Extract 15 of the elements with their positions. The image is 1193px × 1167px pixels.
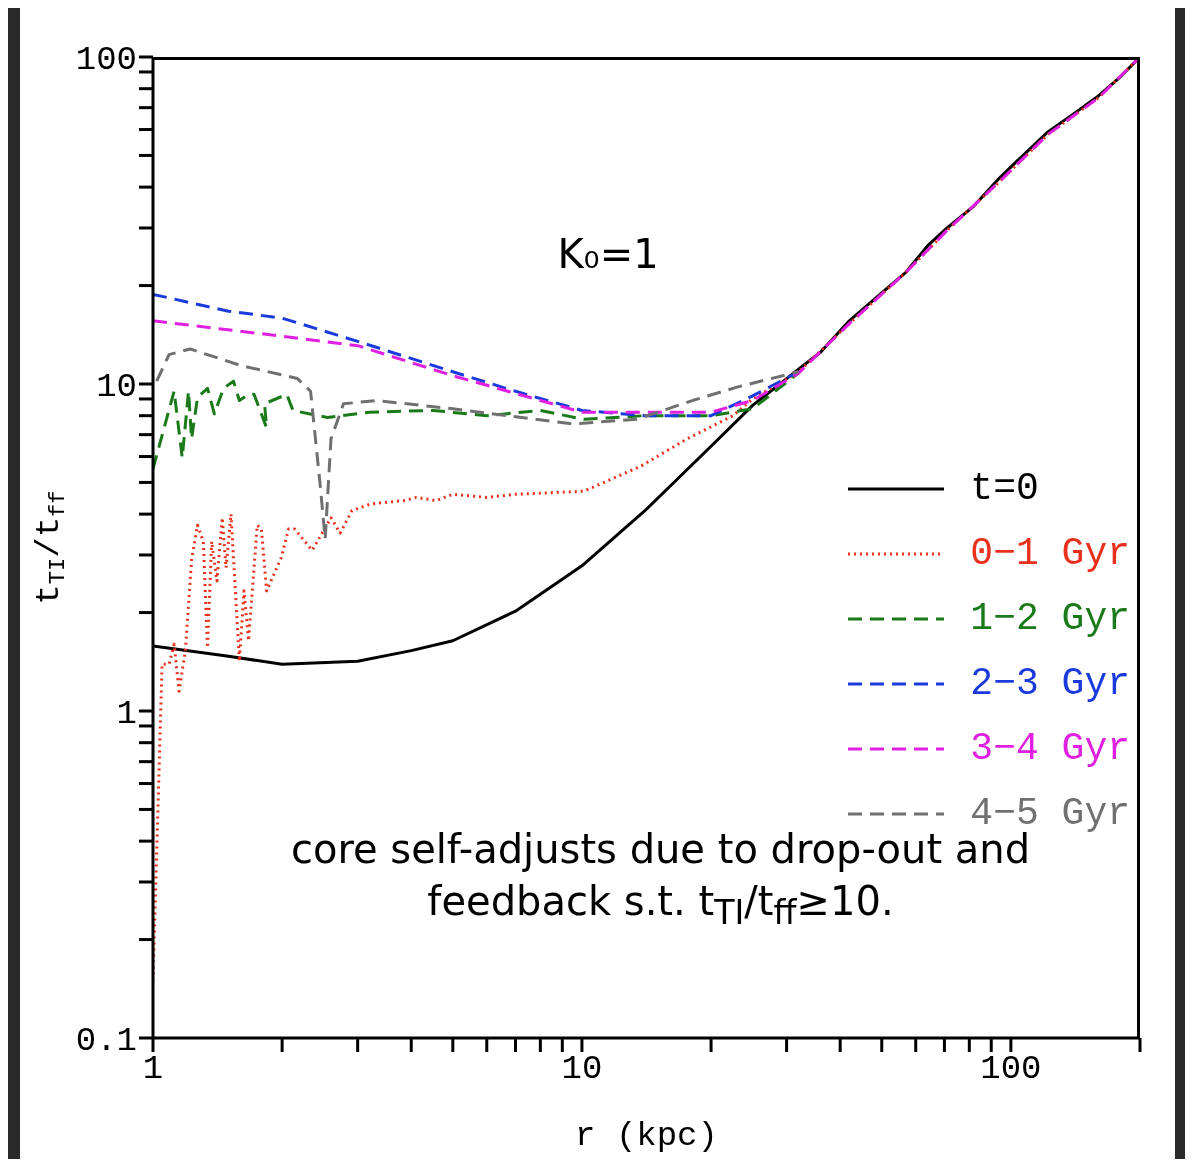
annotation: K₀=1 [557,231,659,277]
legend-label: 1−2 Gyr [970,597,1130,640]
y-tick-label: 10 [96,368,137,407]
annotation: core self-adjusts due to drop-out and feedback s.t. t$_{TI}$/t$_{ff}$≥10. [289,825,1032,934]
x-axis-title: r (kpc) [575,1117,718,1155]
x-tick-label: 10 [561,1050,603,1089]
x-tick-label: 1 [142,1050,164,1089]
legend-label: t=0 [970,467,1039,510]
y-tick-label: 0.1 [75,1022,137,1061]
legend-label: 0−1 Gyr [970,532,1130,575]
x-tick-label: 100 [980,1050,1042,1089]
y-tick-label: 100 [75,41,137,80]
legend-label: 3−4 Gyr [970,727,1130,770]
legend-label: 2−3 Gyr [970,662,1130,705]
y-tick-label: 1 [116,695,137,734]
